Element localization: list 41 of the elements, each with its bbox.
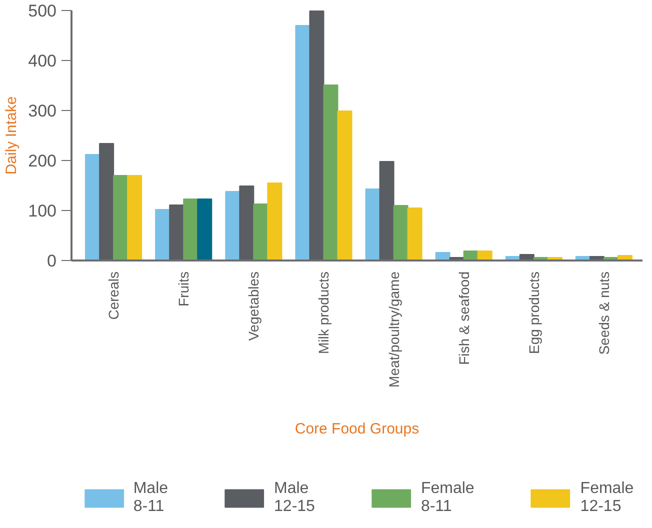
bar [379, 161, 394, 260]
bar [239, 186, 254, 260]
bar [169, 204, 184, 260]
bar [113, 175, 128, 260]
x-tick-label: Meat/poultry/game [386, 271, 402, 388]
bar [267, 182, 282, 260]
bar [197, 198, 212, 260]
y-tick-label: 500 [28, 2, 57, 20]
y-tick-label: 400 [28, 52, 57, 70]
bar [365, 188, 380, 260]
x-tick-label: Vegetables [246, 271, 262, 341]
x-axis-title: Core Food Groups [294, 420, 420, 438]
bar [407, 208, 422, 260]
bar [477, 250, 492, 260]
bar [99, 143, 114, 260]
bar [337, 110, 352, 260]
bar [253, 204, 268, 260]
legend-label: Female 12-15 [580, 480, 634, 516]
x-tick-label: Seeds & nuts [596, 271, 612, 355]
x-tick-label: Egg products [526, 271, 542, 354]
y-tick-label: 200 [28, 152, 57, 170]
bar [85, 154, 100, 260]
x-tick-label: Fish & seafood [456, 271, 472, 365]
legend-label: Female 8-11 [420, 480, 474, 516]
bar [323, 84, 338, 260]
bar [183, 198, 198, 260]
x-tick-label: Milk products [316, 272, 332, 354]
legend-label: Male 8-11 [133, 480, 168, 516]
bar [225, 191, 240, 260]
bar [155, 209, 170, 260]
y-tick-label: 100 [28, 202, 57, 220]
bar [295, 25, 310, 260]
bar [309, 10, 324, 260]
x-tick-label: Fruits [176, 272, 192, 306]
x-tick-label: Cereals [106, 271, 122, 320]
bar [393, 205, 408, 260]
bar [127, 175, 142, 260]
y-axis-title: Daily Intake [3, 96, 20, 175]
y-tick-label: 0 [47, 252, 57, 270]
y-tick-label: 300 [28, 102, 57, 120]
legend-label: Male 12-15 [274, 480, 315, 516]
